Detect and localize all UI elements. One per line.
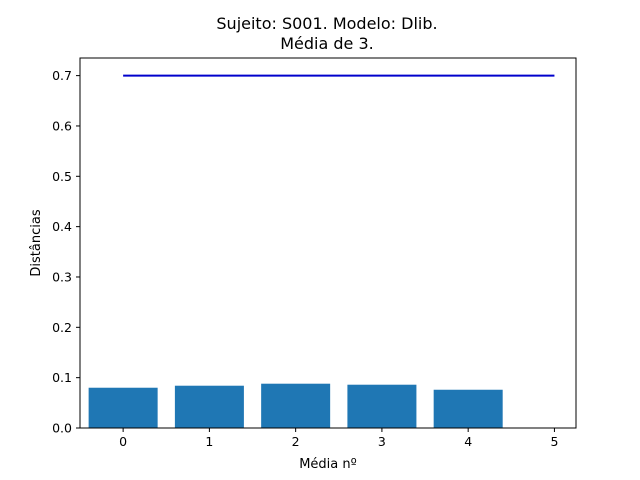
y-tick-label: 0.2	[52, 320, 72, 335]
bar-1	[174, 385, 244, 428]
y-axis-label: Distâncias	[29, 209, 44, 276]
x-axis-label: Média nº	[299, 457, 357, 472]
x-tick-label: 3	[378, 434, 386, 449]
x-tick-label: 5	[550, 434, 558, 449]
bar-4	[433, 389, 503, 428]
y-tick-label: 0.4	[52, 219, 72, 234]
y-tick-label: 0.3	[52, 269, 72, 284]
x-tick-label: 4	[464, 434, 472, 449]
y-tick-label: 0.1	[52, 370, 72, 385]
chart-subtitle: Média de 3.	[280, 34, 374, 53]
bar-3	[347, 384, 417, 428]
x-tick-label: 0	[119, 434, 127, 449]
chart-title: Sujeito: S001. Modelo: Dlib.	[216, 14, 437, 33]
y-tick-label: 0.5	[52, 169, 72, 184]
plot-frame	[79, 57, 577, 429]
y-tick-label: 0.7	[52, 68, 72, 83]
y-tick-label: 0.6	[52, 118, 72, 133]
x-tick-label: 2	[292, 434, 300, 449]
y-tick-label: 0.0	[52, 421, 72, 436]
x-tick-label: 1	[205, 434, 213, 449]
bar-0	[88, 387, 158, 428]
bar-2	[261, 383, 331, 428]
